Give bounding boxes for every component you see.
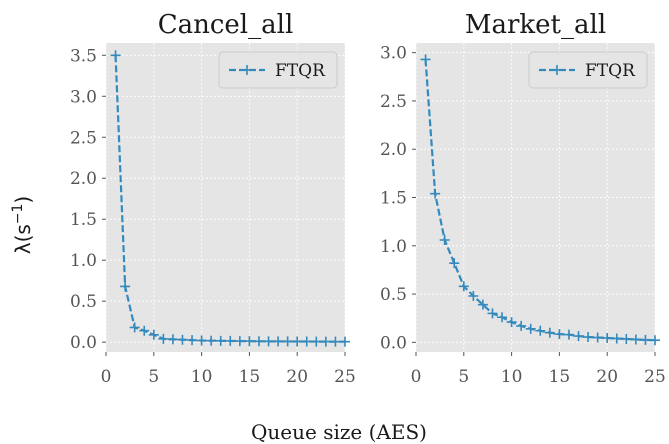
x-tick-label: 15: [239, 367, 261, 387]
data-point: [477, 299, 488, 310]
chart-panel-1: 0 5 10 15 20 25 0.0 0.5 1.0 1.5 2.0 2.5 3.0 3.5 Cancel…: [70, 10, 356, 387]
x-tick-label: 5: [148, 367, 159, 387]
y-tick-label: 2.5: [70, 128, 97, 148]
data-point: [544, 327, 555, 338]
data-point: [167, 334, 178, 345]
x-tick-label: 0: [101, 367, 112, 387]
data-point: [525, 323, 536, 334]
data-point: [449, 258, 460, 269]
data-point: [120, 281, 131, 292]
data-point: [263, 336, 274, 347]
data-point: [206, 335, 217, 346]
y-tick-label: 3.0: [70, 87, 97, 107]
y-tick-label: 1.0: [70, 251, 97, 271]
data-point: [439, 234, 450, 245]
data-point: [311, 336, 322, 347]
x-tick-label: 20: [596, 367, 618, 387]
y-tick-label: 1.0: [380, 237, 407, 257]
data-point: [487, 308, 498, 319]
data-point: [273, 336, 284, 347]
data-point: [650, 335, 660, 346]
data-point: [497, 312, 508, 323]
data-point: [330, 336, 341, 347]
data-point: [468, 290, 479, 301]
data-point: [563, 329, 574, 340]
legend: FTQR: [528, 51, 648, 89]
data-point: [139, 325, 150, 336]
y-tick-label: 0.5: [70, 292, 97, 312]
chart-title: Market_all: [465, 10, 606, 40]
data-point: [215, 335, 226, 346]
y-tick-label: 0.5: [380, 285, 407, 305]
y-tick-label: 2.0: [70, 169, 97, 189]
x-tick-label: 10: [501, 367, 523, 387]
data-point: [506, 317, 517, 328]
chart-panel-2: 0 5 10 15 20 25 0.0 0.5 1.0 1.5 2.0 2.5 3.0 Market_al…: [380, 10, 666, 387]
data-point: [516, 320, 527, 331]
data-point: [253, 336, 264, 347]
data-point: [602, 332, 613, 343]
x-axis-label: Queue size (AES): [251, 420, 427, 444]
x-tick-label: 20: [286, 367, 308, 387]
legend-entry-label: FTQR: [585, 61, 636, 81]
data-point: [158, 333, 169, 344]
data-point: [196, 335, 207, 346]
y-tick-label: 3.0: [380, 44, 407, 64]
x-tick-label: 25: [644, 367, 666, 387]
data-point: [320, 336, 331, 347]
x-tick-label: 15: [549, 367, 571, 387]
data-point: [554, 329, 565, 340]
data-point: [573, 331, 584, 342]
y-tick-label: 1.5: [380, 189, 407, 209]
x-tick-label: 5: [458, 367, 469, 387]
data-point: [458, 281, 469, 292]
data-point: [234, 336, 245, 347]
plot-background: [416, 43, 655, 352]
data-point: [129, 322, 140, 333]
legend: FTQR: [218, 51, 338, 89]
y-tick-label: 2.5: [380, 92, 407, 112]
data-point: [430, 188, 441, 199]
data-point: [420, 54, 431, 65]
data-point: [340, 336, 350, 347]
y-axis-label-close: ): [11, 196, 35, 204]
y-axis-label-main: λ(s: [11, 224, 35, 254]
data-point: [640, 334, 651, 345]
data-point: [301, 336, 312, 347]
data-point: [110, 50, 121, 61]
legend-marker-sample: [242, 65, 252, 75]
plot-background: [106, 43, 345, 352]
data-point: [630, 334, 641, 345]
y-tick-label: 3.5: [70, 46, 97, 66]
y-tick-label: 1.5: [70, 210, 97, 230]
legend-box: [218, 51, 338, 89]
data-point: [592, 332, 603, 343]
data-point: [177, 334, 188, 345]
y-axis-label: λ(s−1): [10, 196, 35, 255]
data-point: [621, 333, 632, 344]
data-point: [244, 336, 255, 347]
data-point: [225, 335, 236, 346]
y-tick-label: 2.0: [380, 140, 407, 160]
data-point: [535, 325, 546, 336]
y-tick-label: 0.0: [70, 333, 97, 353]
legend-marker-sample: [552, 65, 562, 75]
x-tick-label: 0: [411, 367, 422, 387]
x-tick-label: 25: [334, 367, 356, 387]
y-tick-label: 0.0: [380, 333, 407, 353]
y-axis-label-sup: −1: [10, 204, 26, 225]
data-point: [187, 335, 198, 346]
data-point: [282, 336, 293, 347]
chart-title: Cancel_all: [158, 10, 294, 40]
data-point: [292, 336, 303, 347]
data-point: [148, 329, 159, 340]
x-tick-label: 10: [191, 367, 213, 387]
legend-box: [528, 51, 648, 89]
data-point: [583, 332, 594, 343]
legend-entry-label: FTQR: [275, 61, 326, 81]
data-point: [611, 333, 622, 344]
